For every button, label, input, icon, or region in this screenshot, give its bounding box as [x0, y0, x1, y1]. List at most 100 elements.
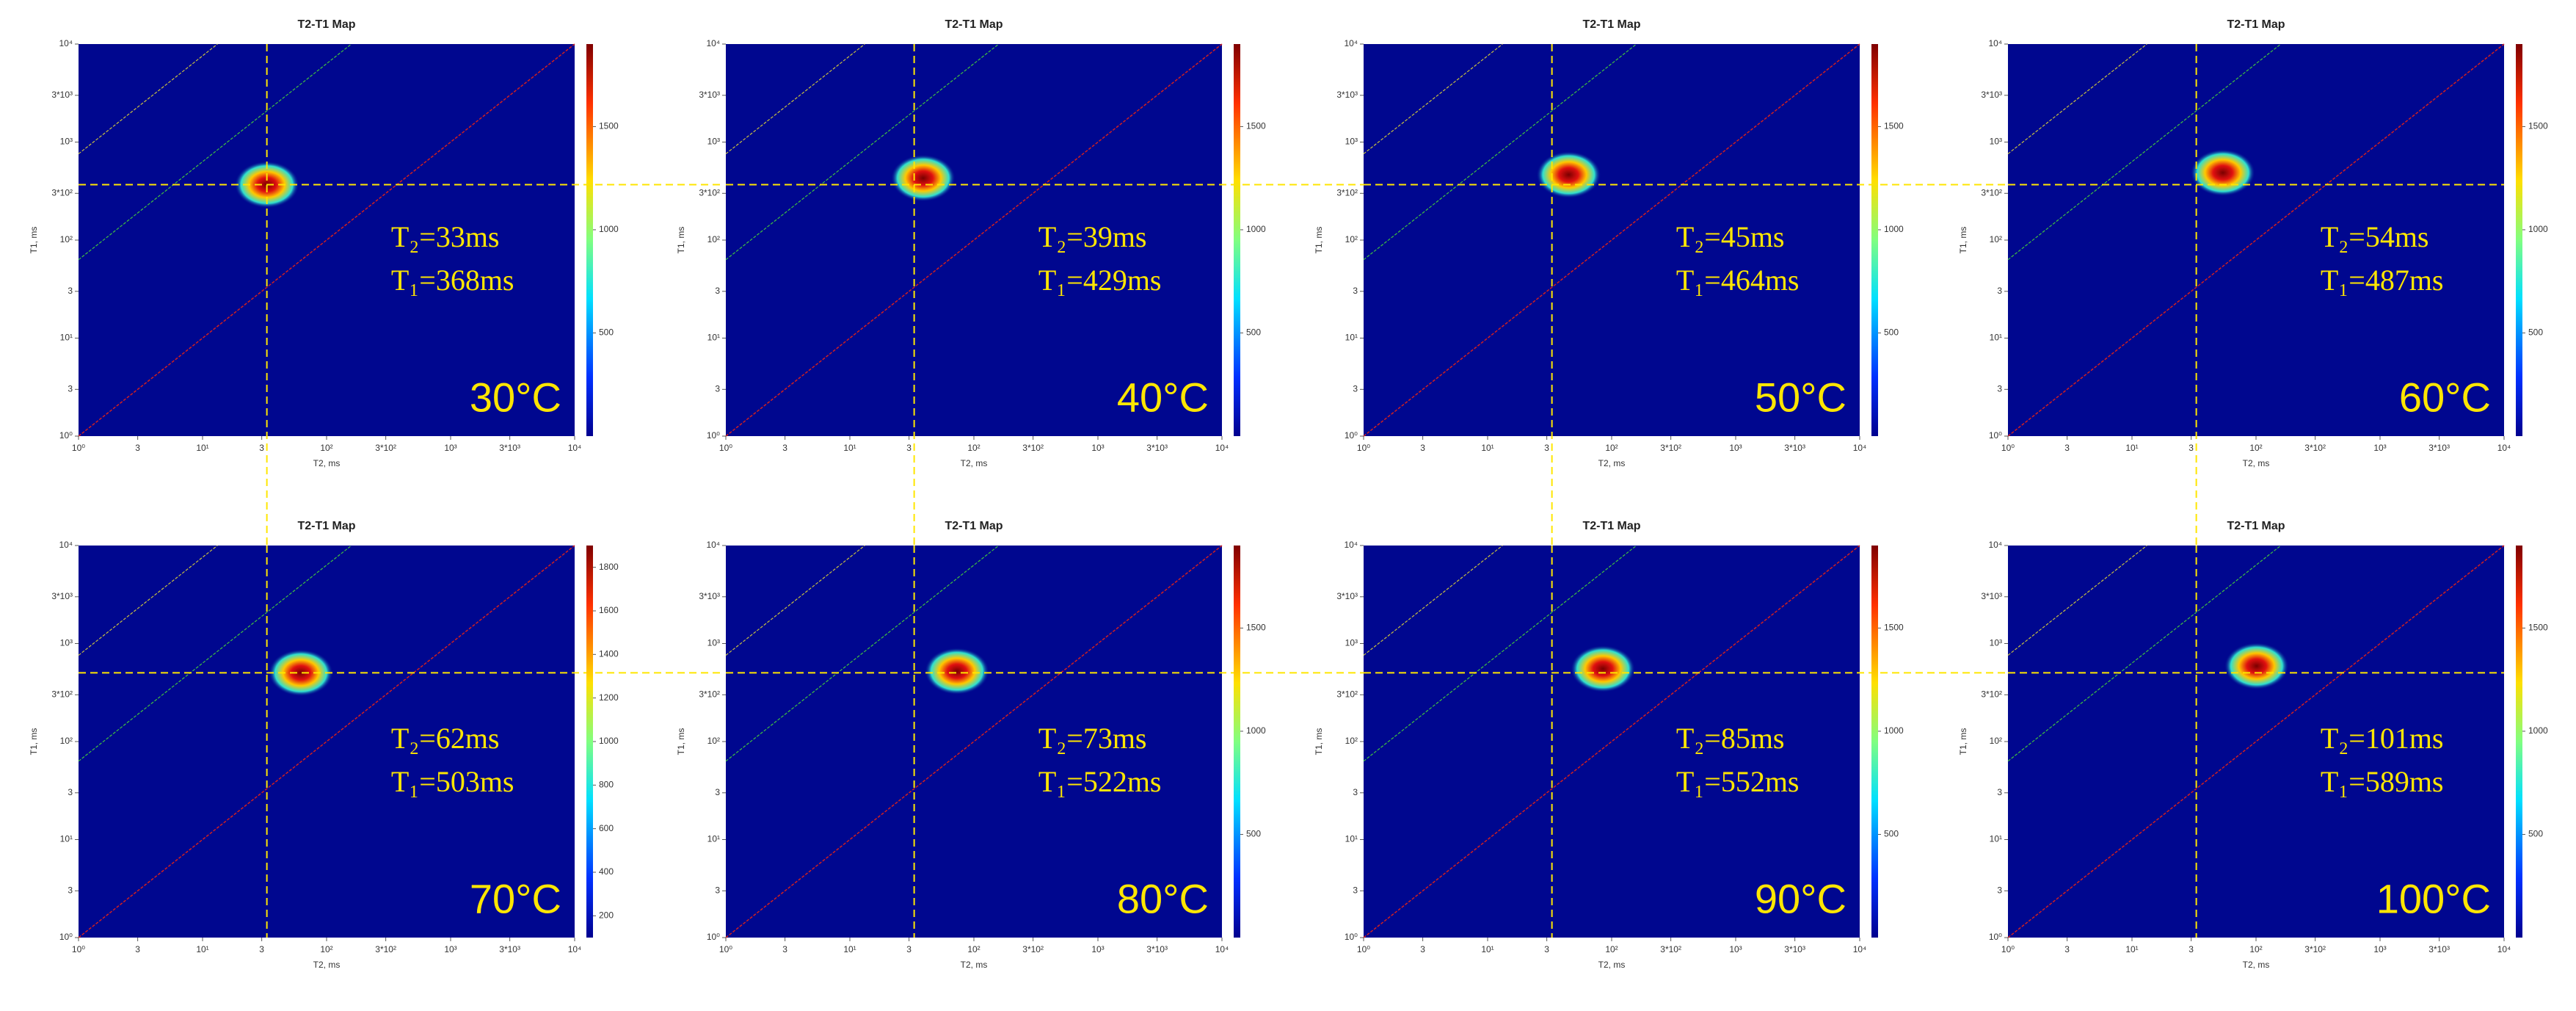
- y-tick-label: 10²: [1345, 736, 1358, 746]
- annotation: 30°C: [470, 374, 561, 421]
- colorbar-tick-label: 400: [599, 866, 614, 877]
- x-tick-label: 10²: [967, 443, 980, 453]
- annotation: 100°C: [2376, 876, 2491, 922]
- y-tick-label: 10³: [1990, 638, 2002, 648]
- ratio-line: [2007, 43, 2282, 261]
- x-tick-label: 10³: [1729, 944, 1742, 954]
- y-tick-label: 3: [68, 286, 73, 296]
- annotation: T₁=589ms: [2321, 765, 2444, 798]
- ratio-line: [725, 545, 1223, 938]
- colorbar-tick-label: 1500: [1246, 623, 1266, 633]
- x-tick-label: 10¹: [1481, 443, 1493, 453]
- ratio-line: [78, 43, 352, 261]
- x-tick-label: 3*10³: [1784, 944, 1805, 954]
- panel-title: T2-T1 Map: [1582, 520, 1640, 532]
- y-tick-label: 10¹: [60, 333, 73, 343]
- y-tick-label: 3*10³: [51, 591, 73, 601]
- y-tick-label: 3*10³: [699, 591, 720, 601]
- colorbar: [2516, 546, 2522, 938]
- y-tick-label: 10⁴: [1988, 540, 2002, 550]
- colorbar-tick-label: 1500: [2528, 121, 2548, 131]
- x-tick-label: 3*10²: [2304, 443, 2326, 453]
- y-tick-label: 3*10²: [1336, 187, 1358, 198]
- x-tick-label: 10³: [1091, 443, 1104, 453]
- panel-title: T2-T1 Map: [945, 520, 1003, 532]
- x-tick-label: 10¹: [843, 443, 856, 453]
- y-tick-label: 3: [1997, 787, 2002, 797]
- peak: [2190, 149, 2255, 197]
- y-tick-label: 3: [715, 383, 720, 394]
- y-tick-label: 10¹: [707, 333, 720, 343]
- colorbar-tick-label: 1600: [599, 605, 619, 615]
- y-tick-label: 3*10³: [699, 90, 720, 100]
- x-tick-label: 10⁰: [72, 944, 85, 954]
- y-tick-label: 10⁴: [706, 540, 720, 550]
- y-tick-label: 3*10²: [51, 187, 73, 198]
- colorbar-tick-label: 500: [1884, 327, 1899, 338]
- ratio-line: [78, 43, 218, 154]
- x-tick-label: 10²: [320, 443, 332, 453]
- x-axis-label: T2, ms: [313, 960, 341, 970]
- y-tick-label: 3*10³: [1981, 90, 2002, 100]
- x-tick-label: 10³: [2373, 443, 2386, 453]
- annotation: T₁=552ms: [1676, 765, 1800, 798]
- x-tick-label: 10⁰: [1357, 443, 1370, 453]
- x-tick-label: 3*10³: [1146, 443, 1168, 453]
- y-tick-label: 10⁰: [59, 932, 73, 942]
- y-tick-label: 3: [1997, 383, 2002, 394]
- annotation: 80°C: [1117, 876, 1209, 922]
- y-tick-label: 10²: [1990, 234, 2002, 244]
- ratio-line: [1363, 43, 1503, 154]
- y-tick-label: 10⁰: [1989, 430, 2002, 441]
- x-tick-label: 3*10³: [499, 443, 520, 453]
- colorbar-tick-label: 1000: [599, 224, 619, 234]
- y-tick-label: 3: [1997, 286, 2002, 296]
- y-axis-label: T1, ms: [1958, 227, 1968, 254]
- colorbar-tick-label: 1000: [1246, 725, 1266, 736]
- x-tick-label: 3: [2188, 443, 2194, 453]
- y-tick-label: 10⁰: [707, 430, 720, 441]
- x-tick-label: 10⁰: [719, 443, 732, 453]
- colorbar-tick-label: 1200: [599, 692, 619, 703]
- annotation: 60°C: [2399, 374, 2491, 421]
- annotation: T₂=85ms: [1676, 722, 1785, 755]
- y-tick-label: 10³: [60, 638, 73, 648]
- peak: [1536, 151, 1601, 199]
- x-tick-label: 3: [782, 944, 787, 954]
- y-axis-label: T1, ms: [676, 728, 686, 755]
- x-tick-label: 3: [1420, 944, 1425, 954]
- colorbar-tick-label: 500: [1884, 829, 1899, 839]
- x-tick-label: 10³: [2373, 944, 2386, 954]
- colorbar: [586, 44, 593, 436]
- x-tick-label: 10⁴: [1215, 443, 1229, 453]
- x-tick-label: 3: [1544, 944, 1549, 954]
- y-tick-label: 3: [68, 383, 73, 394]
- colorbar-tick-label: 1500: [1884, 623, 1904, 633]
- panel-title: T2-T1 Map: [297, 520, 355, 532]
- x-tick-label: 10³: [444, 944, 456, 954]
- annotation: 40°C: [1117, 374, 1209, 421]
- x-tick-label: 3: [135, 443, 140, 453]
- y-tick-label: 10¹: [1990, 834, 2002, 844]
- colorbar-tick-label: 1500: [599, 121, 619, 131]
- colorbar-tick-label: 1800: [599, 562, 619, 572]
- x-tick-label: 10¹: [2125, 443, 2138, 453]
- colorbar: [586, 546, 593, 938]
- y-tick-label: 10²: [60, 234, 73, 244]
- x-tick-label: 3: [2064, 944, 2070, 954]
- y-tick-label: 3: [715, 286, 720, 296]
- x-tick-label: 10³: [444, 443, 456, 453]
- y-tick-label: 10²: [1990, 736, 2002, 746]
- y-tick-label: 10⁰: [1345, 430, 1358, 441]
- colorbar-tick-label: 500: [1246, 327, 1261, 338]
- y-tick-label: 3*10²: [1336, 689, 1358, 699]
- colorbar-tick-label: 1000: [1884, 224, 1904, 234]
- annotation: T₁=503ms: [391, 765, 514, 798]
- x-tick-label: 3*10³: [1784, 443, 1805, 453]
- x-tick-label: 3*10³: [499, 944, 520, 954]
- ratio-line: [78, 545, 575, 938]
- x-tick-label: 10⁰: [1357, 944, 1370, 954]
- x-tick-label: 10⁴: [568, 944, 582, 954]
- ratio-line: [725, 43, 1223, 437]
